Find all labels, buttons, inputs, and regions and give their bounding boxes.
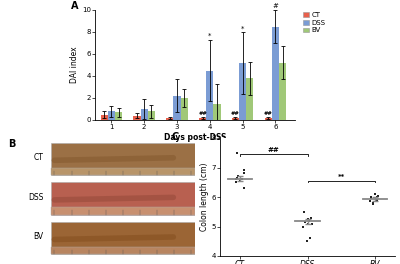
Point [367, 199, 374, 204]
Point [308, 215, 314, 220]
Bar [115, 112, 122, 120]
Bar [246, 78, 253, 120]
Text: A: A [71, 1, 78, 11]
Point [374, 198, 381, 202]
Bar [133, 116, 140, 120]
Bar [51, 182, 195, 215]
Point [375, 194, 381, 198]
Point [373, 198, 380, 202]
Text: C: C [171, 132, 178, 142]
Bar [51, 208, 195, 215]
Point [374, 195, 380, 199]
Point [370, 201, 376, 205]
Text: **: ** [338, 174, 345, 180]
Point [241, 186, 248, 190]
Text: DSS: DSS [28, 193, 43, 202]
Bar [213, 103, 220, 120]
Bar [100, 115, 108, 120]
Text: B: B [8, 139, 16, 149]
Bar [140, 109, 148, 120]
Point [232, 180, 239, 184]
Point [370, 202, 376, 206]
Point [368, 195, 374, 199]
Point [368, 196, 375, 201]
Text: BV: BV [33, 232, 43, 241]
Point [235, 174, 241, 178]
Bar [180, 98, 188, 120]
Point [301, 210, 308, 214]
Bar [199, 118, 206, 120]
Bar [148, 111, 155, 120]
Text: ##: ## [268, 147, 280, 153]
Text: CT: CT [34, 153, 43, 162]
Text: *: * [208, 33, 212, 39]
Point [237, 179, 244, 183]
Point [302, 220, 309, 224]
Bar [206, 70, 213, 120]
Bar [51, 168, 195, 175]
Point [241, 171, 247, 176]
Legend: CT, DSS, BV: CT, DSS, BV [302, 11, 326, 34]
Point [308, 221, 315, 226]
Point [372, 192, 378, 196]
Bar [166, 118, 173, 120]
Point [300, 224, 306, 229]
Point [234, 151, 240, 155]
Bar [264, 118, 272, 120]
Point [304, 239, 310, 243]
Text: ##: ## [198, 111, 207, 116]
Text: *: * [241, 25, 244, 31]
Point [304, 217, 311, 221]
Bar [51, 247, 195, 254]
Bar [51, 222, 195, 254]
Y-axis label: DAI index: DAI index [70, 47, 79, 83]
Point [305, 219, 312, 223]
Bar [232, 118, 239, 120]
Text: ##: ## [231, 111, 240, 116]
Point [305, 221, 311, 226]
Point [239, 177, 246, 181]
Bar [279, 63, 286, 120]
Bar [108, 111, 115, 120]
Bar [51, 143, 195, 175]
Point [234, 176, 240, 180]
Point [241, 168, 247, 173]
Y-axis label: Colon length (cm): Colon length (cm) [200, 163, 208, 231]
Text: ##: ## [264, 111, 272, 116]
Point [232, 177, 239, 181]
X-axis label: Days post-DSS: Days post-DSS [164, 133, 226, 142]
Bar [272, 26, 279, 120]
Point [307, 236, 313, 241]
Bar [173, 96, 180, 120]
Text: #: # [272, 3, 278, 9]
Bar [239, 63, 246, 120]
